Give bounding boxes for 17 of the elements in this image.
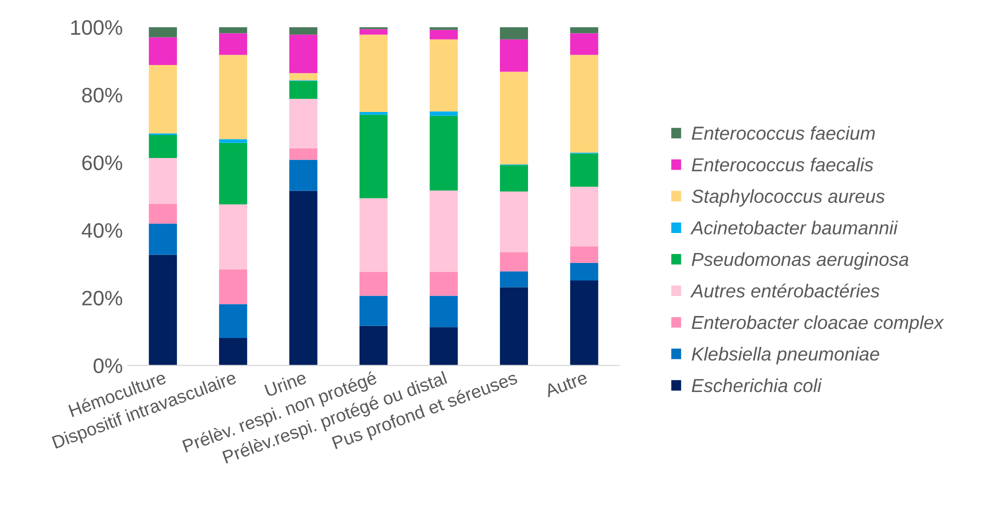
legend-label: Enterococcus faecium [692,126,875,140]
x-tick-label: Urine [264,370,308,398]
y-tick-label: 80% [82,88,122,103]
y-tick-label: 0% [94,358,122,374]
legend-label: Klebsiella pneumoniae [692,346,880,364]
legend-label: Pseudomonas aeruginosa [692,252,908,270]
legend-label: Escherichia coli [692,378,822,392]
legend-label: Enterococcus faecalis [692,158,874,172]
legend-label: Enterobacter cloacae complex [692,315,944,333]
legend-label: Acinetobacter baumannii [690,220,898,234]
y-tick-label: 60% [82,155,122,170]
legend-label: Staphylococcus aureus [692,189,885,207]
y-tick-label: 40% [82,223,122,238]
y-tick-label: 100% [71,20,122,35]
x-tick-label: Autre [544,371,588,398]
y-tick-label: 20% [82,290,122,306]
legend-label: Autres entérobactéries [690,284,880,298]
